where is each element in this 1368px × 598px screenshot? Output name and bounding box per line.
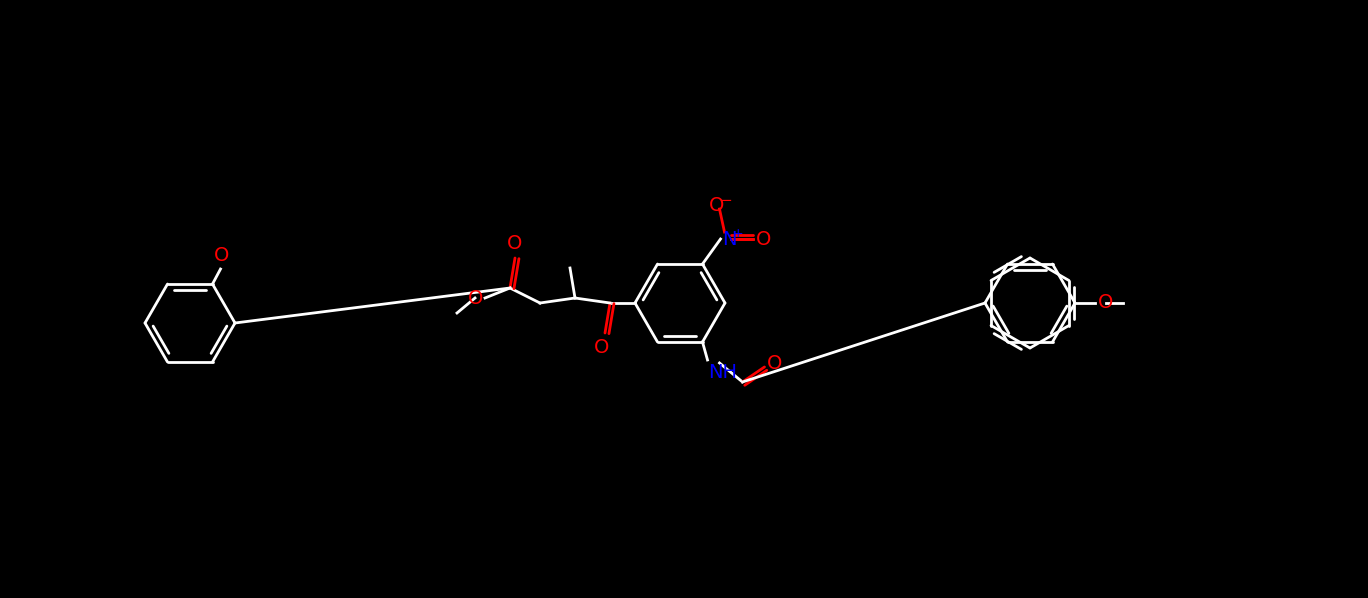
Text: O: O: [508, 234, 523, 253]
Text: +: +: [732, 227, 743, 240]
Text: O: O: [1099, 294, 1114, 313]
Text: O: O: [213, 246, 230, 265]
Text: −: −: [720, 193, 732, 208]
Text: O: O: [594, 338, 610, 357]
Text: O: O: [709, 196, 724, 215]
Text: NH: NH: [709, 363, 737, 382]
Text: O: O: [755, 230, 772, 249]
Text: O: O: [766, 355, 782, 374]
Text: O: O: [468, 288, 483, 307]
Text: N: N: [722, 230, 737, 249]
